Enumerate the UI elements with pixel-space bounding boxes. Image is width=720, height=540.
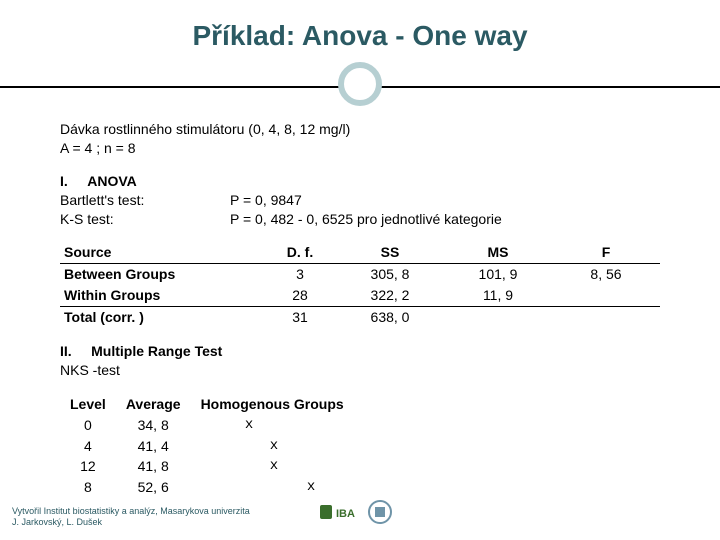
anova-table: Source D. f. SS MS F Between Groups 3 30… [60, 242, 660, 328]
anova-h-ss: SS [336, 242, 444, 263]
anova-total-f [552, 307, 660, 328]
range-hg: x [191, 436, 354, 457]
anova-ss: 305, 8 [336, 264, 444, 285]
range-table-block: Level Average Homogenous Groups 0 34, 8 … [60, 394, 660, 498]
ks-value: P = 0, 482 - 0, 6525 pro jednotlivé kate… [230, 210, 502, 229]
range-row: 8 52, 6 x [60, 477, 354, 498]
range-avg: 52, 6 [116, 477, 191, 498]
range-row: 4 41, 4 x [60, 436, 354, 457]
section-1-title: ANOVA [87, 173, 137, 189]
anova-df: 28 [264, 285, 336, 306]
range-row: 0 34, 8 x [60, 415, 354, 436]
anova-df: 3 [264, 264, 336, 285]
range-level: 12 [60, 456, 116, 477]
content-area: Dávka rostlinného stimulátoru (0, 4, 8, … [60, 120, 660, 512]
range-h-avg: Average [116, 394, 191, 415]
section-1-prefix: I. [60, 173, 68, 189]
anova-f [552, 285, 660, 306]
anova-src: Within Groups [60, 285, 264, 306]
anova-f: 8, 56 [552, 264, 660, 285]
range-level: 4 [60, 436, 116, 457]
anova-h-df: D. f. [264, 242, 336, 263]
range-header-row: Level Average Homogenous Groups [60, 394, 354, 415]
anova-ms: 101, 9 [444, 264, 552, 285]
range-avg: 41, 8 [116, 456, 191, 477]
section-1: I. ANOVA Bartlett's test: P = 0, 9847 K-… [60, 172, 660, 229]
anova-table-block: Source D. f. SS MS F Between Groups 3 30… [60, 242, 660, 328]
ks-label: K-S test: [60, 210, 230, 229]
anova-ms: 11, 9 [444, 285, 552, 306]
anova-row: Within Groups 28 322, 2 11, 9 [60, 285, 660, 306]
anova-header-row: Source D. f. SS MS F [60, 242, 660, 263]
bartlett-value: P = 0, 9847 [230, 191, 302, 210]
bartlett-label: Bartlett's test: [60, 191, 230, 210]
anova-total-row: Total (corr. ) 31 638, 0 [60, 307, 660, 328]
range-row: 12 41, 8 x [60, 456, 354, 477]
anova-h-source: Source [60, 242, 264, 263]
svg-text:IBA: IBA [336, 508, 355, 520]
anova-row: Between Groups 3 305, 8 101, 9 8, 56 [60, 264, 660, 285]
ks-row: K-S test: P = 0, 482 - 0, 6525 pro jedno… [60, 210, 660, 229]
ring-icon [338, 62, 382, 106]
intro-block: Dávka rostlinného stimulátoru (0, 4, 8, … [60, 120, 660, 158]
range-avg: 34, 8 [116, 415, 191, 436]
page-title: Příklad: Anova - One way [0, 20, 720, 52]
section-2-heading: II. Multiple Range Test [60, 342, 660, 361]
title-wrap: Příklad: Anova - One way [0, 20, 720, 52]
slide: Příklad: Anova - One way Dávka rostlinné… [0, 0, 720, 540]
range-avg: 41, 4 [116, 436, 191, 457]
range-h-hg: Homogenous Groups [191, 394, 354, 415]
anova-total-src: Total (corr. ) [60, 307, 264, 328]
logo-icon: IBA [320, 499, 400, 525]
anova-src: Between Groups [60, 264, 264, 285]
section-2: II. Multiple Range Test NKS -test [60, 342, 660, 380]
anova-h-ms: MS [444, 242, 552, 263]
range-hg: x [191, 477, 354, 498]
anova-ss: 322, 2 [336, 285, 444, 306]
range-level: 8 [60, 477, 116, 498]
footer-logos: IBA [320, 499, 400, 530]
range-level: 0 [60, 415, 116, 436]
intro-line-1: Dávka rostlinného stimulátoru (0, 4, 8, … [60, 120, 660, 139]
section-2-title: Multiple Range Test [91, 343, 222, 359]
anova-total-ss: 638, 0 [336, 307, 444, 328]
range-table: Level Average Homogenous Groups 0 34, 8 … [60, 394, 354, 498]
bartlett-row: Bartlett's test: P = 0, 9847 [60, 191, 660, 210]
footer: Vytvořil Institut biostatistiky a analýz… [12, 506, 250, 528]
range-hg: x [191, 456, 354, 477]
anova-total-ms [444, 307, 552, 328]
anova-total-df: 31 [264, 307, 336, 328]
footer-line-1: Vytvořil Institut biostatistiky a analýz… [12, 506, 250, 517]
range-h-level: Level [60, 394, 116, 415]
anova-h-f: F [552, 242, 660, 263]
range-hg: x [191, 415, 354, 436]
section-2-sub: NKS -test [60, 361, 660, 380]
section-1-heading: I. ANOVA [60, 172, 660, 191]
footer-line-2: J. Jarkovský, L. Dušek [12, 517, 250, 528]
section-2-prefix: II. [60, 343, 72, 359]
intro-line-2: A = 4 ; n = 8 [60, 139, 660, 158]
